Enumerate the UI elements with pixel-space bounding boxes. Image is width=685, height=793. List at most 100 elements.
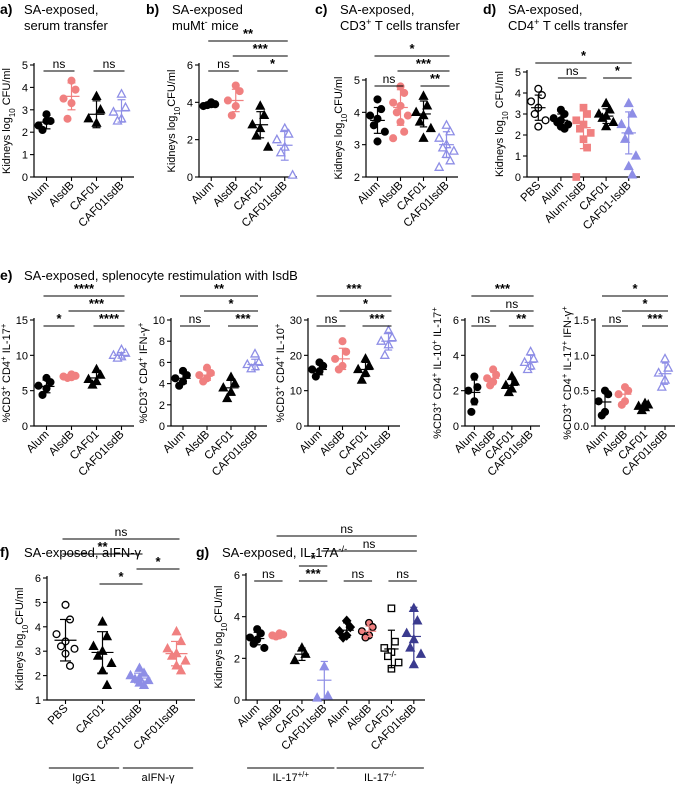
series-0 bbox=[308, 358, 328, 381]
series-1 bbox=[59, 370, 80, 382]
significance-label: * bbox=[409, 41, 415, 56]
data-point bbox=[400, 88, 409, 97]
panel-title: CD3+ T cells transfer bbox=[340, 17, 461, 33]
data-point bbox=[97, 616, 108, 626]
series-2 bbox=[125, 662, 154, 690]
y-tick-label: 6 bbox=[35, 573, 41, 585]
data-point bbox=[300, 648, 311, 658]
y-tick-label: 3 bbox=[354, 140, 360, 152]
y-axis-label: %CD3+ CD4+ IFN-γ+ bbox=[136, 322, 151, 423]
data-point bbox=[199, 377, 208, 386]
data-point bbox=[369, 121, 378, 130]
data-point bbox=[418, 90, 429, 100]
data-point bbox=[534, 84, 543, 93]
y-tick-label: 6 bbox=[453, 315, 459, 327]
data-point bbox=[425, 122, 436, 133]
data-point bbox=[445, 125, 456, 136]
series-0 bbox=[527, 84, 550, 131]
data-point bbox=[175, 635, 187, 646]
series-0 bbox=[199, 98, 220, 111]
significance-label: *** bbox=[416, 56, 432, 71]
panel-label: f) bbox=[0, 544, 9, 560]
significance-label: ns bbox=[396, 567, 409, 581]
data-point bbox=[445, 155, 456, 165]
panel-title: serum transfer bbox=[24, 18, 108, 33]
axes bbox=[46, 576, 195, 701]
data-point bbox=[251, 130, 262, 140]
series-2 bbox=[289, 642, 311, 665]
data-point bbox=[287, 169, 298, 179]
x-tick-label: CAF01 bbox=[74, 703, 108, 737]
significance-label: ns bbox=[262, 567, 275, 581]
data-point bbox=[245, 633, 255, 642]
data-point bbox=[379, 349, 390, 359]
data-point bbox=[242, 358, 253, 369]
data-point bbox=[70, 644, 79, 653]
data-point bbox=[56, 642, 66, 651]
data-point bbox=[467, 407, 476, 416]
series-0 bbox=[594, 386, 613, 420]
data-point bbox=[418, 132, 429, 142]
panel-label: g) bbox=[196, 544, 209, 560]
y-tick-label: 30 bbox=[290, 315, 302, 327]
series-1 bbox=[268, 629, 288, 641]
data-point bbox=[322, 690, 333, 700]
data-point bbox=[166, 650, 178, 660]
data-point bbox=[342, 347, 351, 356]
data-point bbox=[71, 85, 80, 94]
data-point bbox=[434, 132, 445, 142]
data-point bbox=[34, 381, 43, 390]
data-point bbox=[519, 356, 530, 367]
data-point bbox=[522, 363, 533, 374]
series-0 bbox=[245, 625, 269, 652]
panel-d: d) SA-exposed,CD4+ T cells transfer Kidney… bbox=[483, 1, 642, 232]
data-point bbox=[338, 337, 347, 346]
data-point bbox=[366, 111, 375, 120]
significance-label: ns bbox=[363, 537, 376, 551]
significance-label: *** bbox=[647, 311, 663, 326]
data-point bbox=[616, 118, 627, 129]
data-point bbox=[95, 104, 106, 114]
data-point bbox=[61, 600, 70, 609]
significance-label: **** bbox=[99, 311, 120, 326]
data-point bbox=[422, 100, 433, 110]
data-point bbox=[289, 654, 300, 665]
series-0 bbox=[52, 600, 79, 670]
y-tick-label: 1.0 bbox=[574, 350, 589, 362]
series-3 bbox=[376, 324, 398, 359]
y-tick-label: 0 bbox=[515, 172, 521, 184]
data-point bbox=[414, 116, 425, 126]
data-point bbox=[83, 112, 94, 123]
data-point bbox=[112, 352, 123, 362]
panel-e3: %CD3+ CD4+ IL-10+0102030AlumAlsdBCAF01CA… bbox=[273, 281, 400, 479]
data-point bbox=[101, 630, 113, 641]
data-point bbox=[387, 604, 396, 613]
y-tick-label: 10 bbox=[153, 315, 165, 327]
significance-label: ** bbox=[97, 539, 108, 554]
y-tick-label: 2 bbox=[159, 400, 165, 412]
series-3 bbox=[653, 353, 674, 391]
x-tick-label: PBS bbox=[46, 702, 71, 727]
data-point bbox=[389, 134, 398, 143]
significance-label: ns bbox=[477, 312, 490, 326]
y-tick-label: 0 bbox=[187, 172, 193, 184]
y-tick-label: 6 bbox=[234, 570, 240, 582]
y-tick-label: 2 bbox=[234, 653, 240, 665]
series-3 bbox=[242, 348, 264, 373]
y-tick-label: 5 bbox=[22, 386, 28, 398]
data-point bbox=[353, 363, 364, 374]
data-point bbox=[394, 658, 403, 667]
data-point bbox=[500, 379, 511, 390]
data-point bbox=[412, 615, 423, 625]
data-point bbox=[227, 111, 236, 120]
significance-label: ns bbox=[103, 57, 116, 71]
data-point bbox=[65, 661, 75, 670]
y-tick-label: 3 bbox=[35, 646, 41, 658]
panel-label: b) bbox=[146, 1, 159, 17]
significance-label: * bbox=[363, 296, 369, 311]
data-point bbox=[83, 373, 94, 384]
data-point bbox=[659, 353, 671, 363]
data-point bbox=[380, 127, 389, 136]
y-tick-label: 0 bbox=[159, 421, 165, 433]
data-point bbox=[400, 127, 409, 136]
